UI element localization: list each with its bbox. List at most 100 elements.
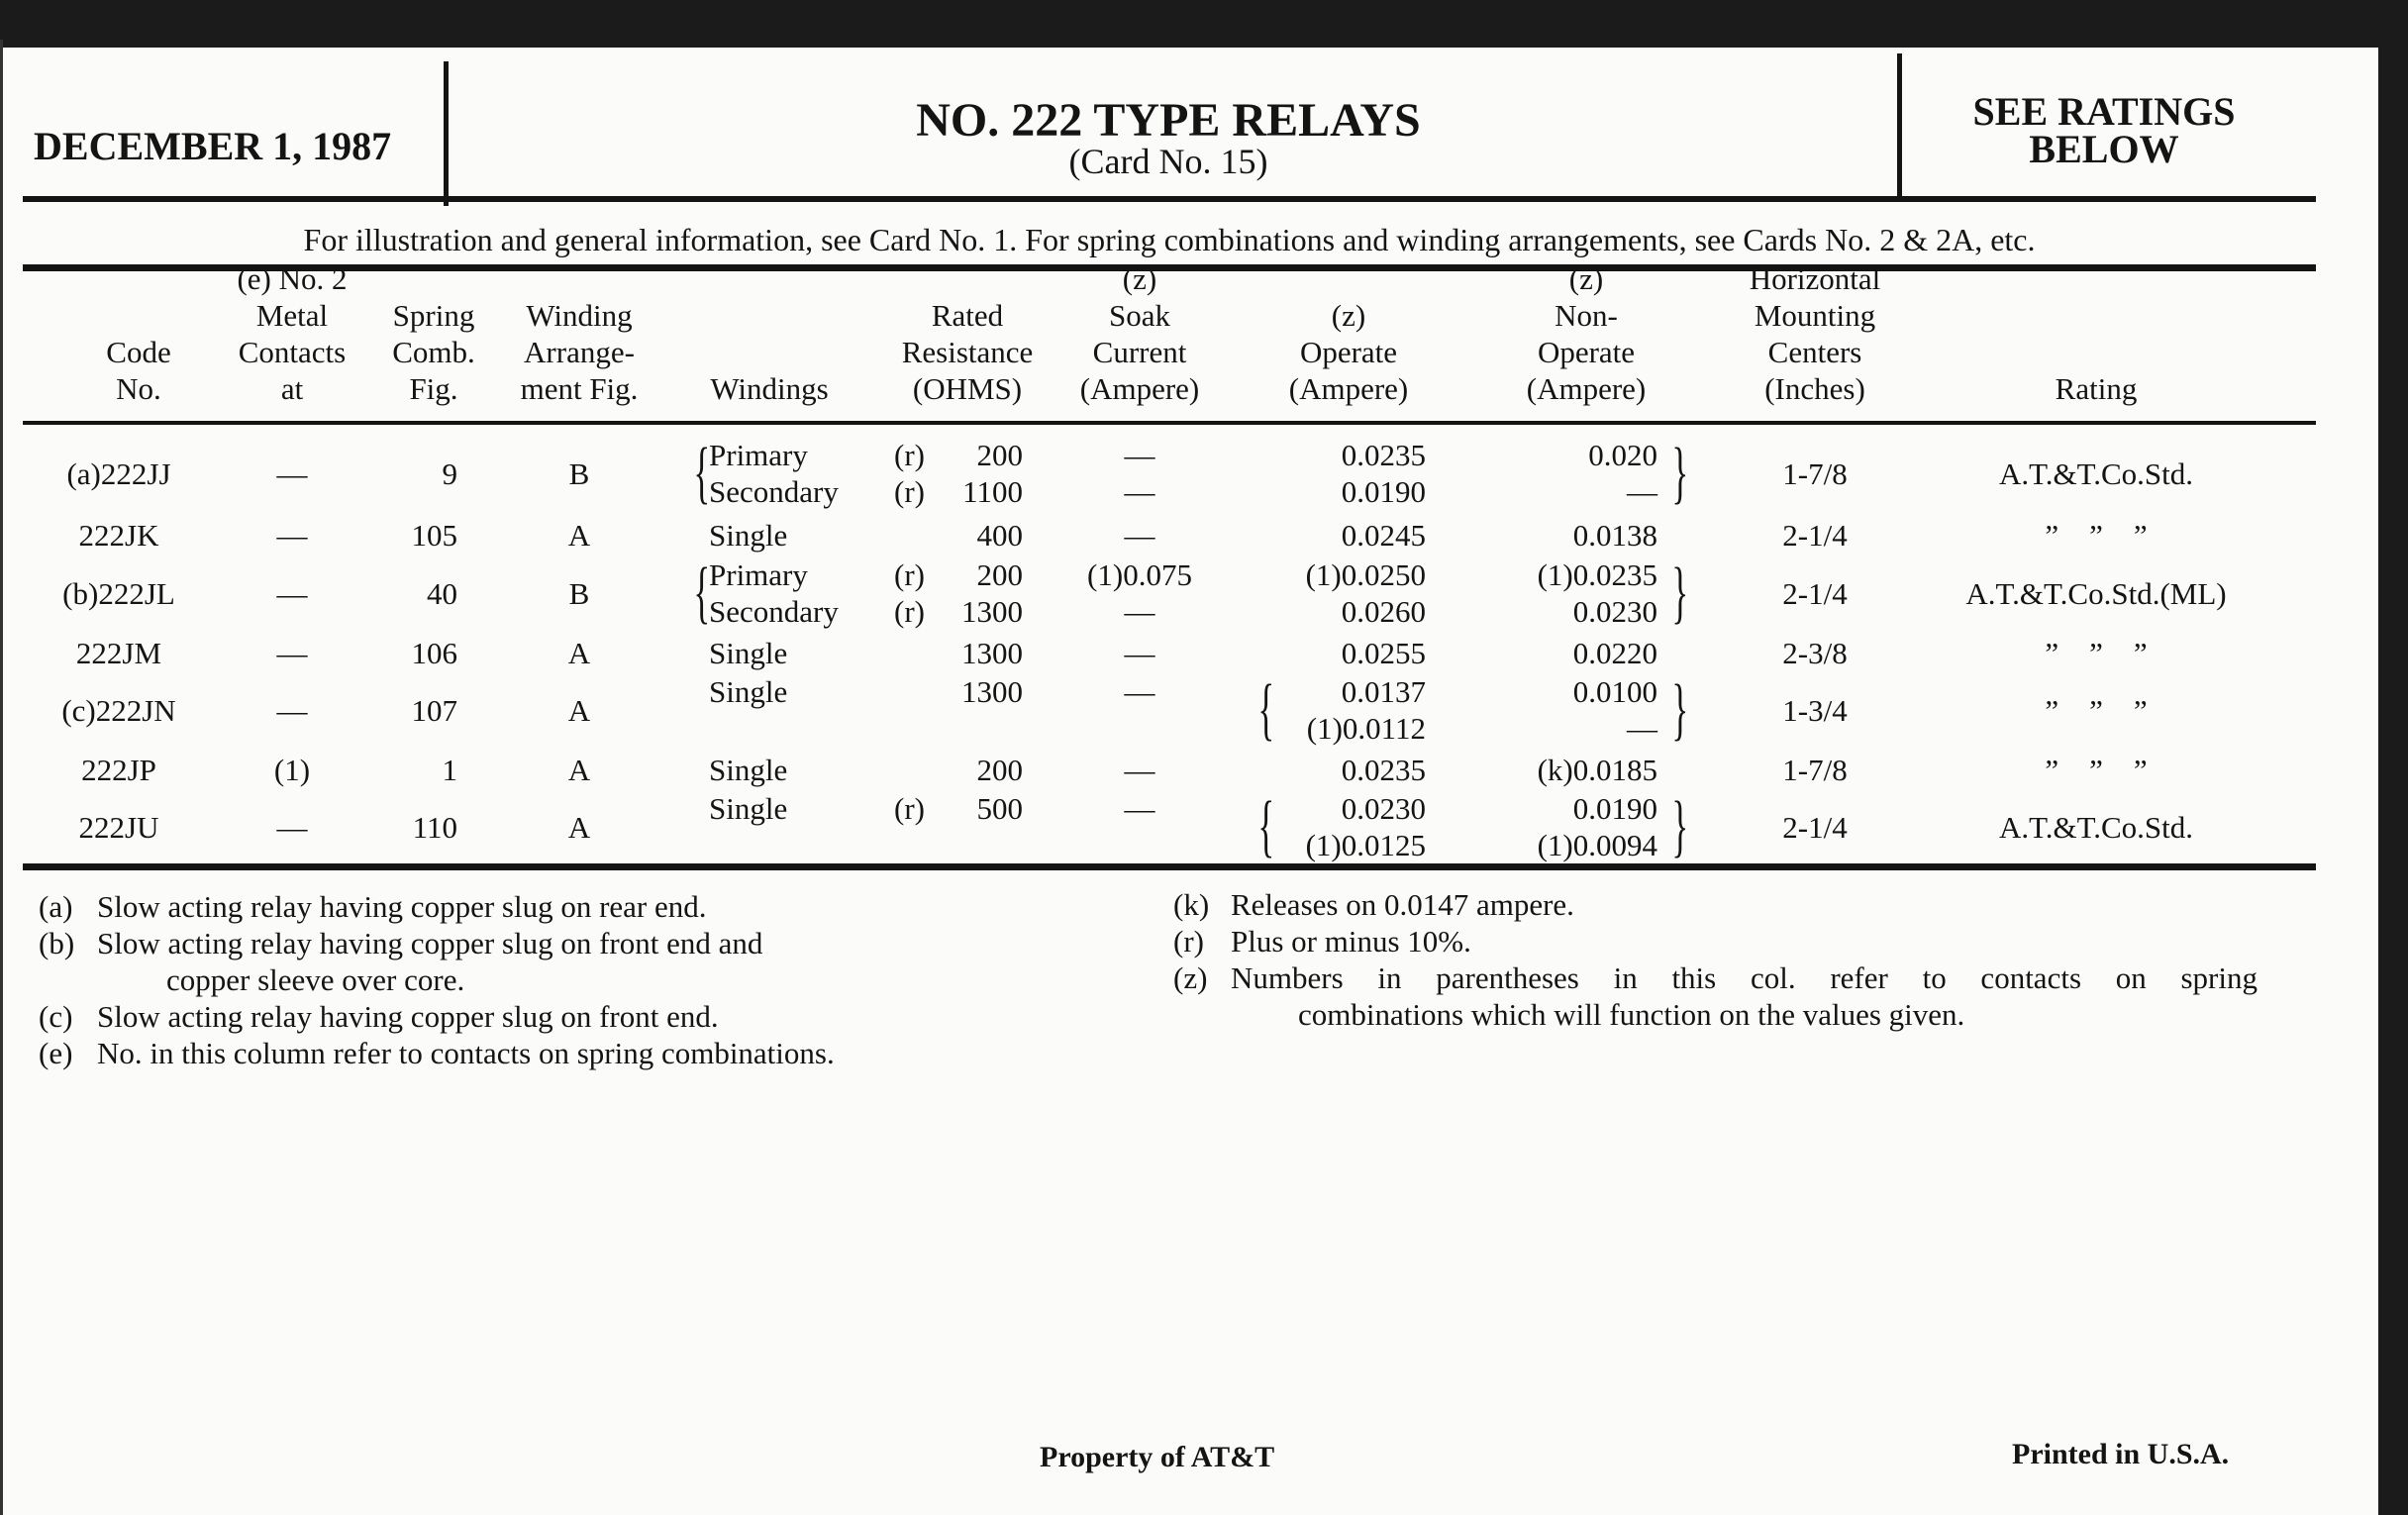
ratings-note: SEE RATINGS BELOW xyxy=(1972,89,2236,171)
column-header-spring: Comb. xyxy=(392,335,475,369)
non-operate-current: 0.0220 xyxy=(1572,636,1657,670)
spring-comb-fig: 1 xyxy=(442,753,458,787)
operate-current: 0.0137 xyxy=(1341,674,1426,709)
code-no: 222JU xyxy=(78,809,159,845)
non-operate-current: 0.0190 xyxy=(1572,791,1657,826)
non-operate-current: 0.0100 xyxy=(1572,674,1657,709)
winding: Primary xyxy=(709,557,808,592)
footnote-text: Plus or minus 10%. xyxy=(1231,924,1471,959)
operate-current: 0.0235 xyxy=(1341,753,1426,787)
winding-arrangement-fig: A xyxy=(567,809,591,845)
non-operate-current: 0.0138 xyxy=(1572,518,1657,553)
winding-arrangement-fig: B xyxy=(568,455,590,491)
card-subtitle: (Card No. 15) xyxy=(1068,142,1268,181)
soak-current: — xyxy=(1124,438,1155,472)
code-no: 222JM xyxy=(75,636,162,670)
operate-current: 0.0230 xyxy=(1341,791,1426,826)
soak-current: — xyxy=(1124,753,1155,787)
code-no: (a)222JJ xyxy=(66,455,171,491)
footnote-mark: (k) xyxy=(1173,887,1210,922)
metal-contacts: — xyxy=(276,455,308,491)
metal-contacts: — xyxy=(276,809,308,845)
operate-current: 0.0260 xyxy=(1341,594,1426,629)
column-header-winding_arr: Winding xyxy=(526,298,633,333)
rating: ” ” ” xyxy=(2045,636,2148,670)
table-bottom-rule xyxy=(23,863,2316,870)
footnote-mark: (c) xyxy=(39,999,73,1034)
column-header-resistance: (OHMS) xyxy=(912,371,1023,406)
rated-resistance: 400 xyxy=(976,518,1024,553)
brace-right: } xyxy=(1671,788,1689,864)
column-header-resistance: Rated xyxy=(931,298,1004,333)
non-operate-current: — xyxy=(1627,474,1657,509)
operate-current: (1)0.0125 xyxy=(1305,828,1426,862)
info-line: For illustration and general information… xyxy=(303,222,2036,257)
brace-right: } xyxy=(1671,671,1689,748)
winding: Single xyxy=(709,518,788,553)
mounting-centers: 1-3/4 xyxy=(1782,692,1848,728)
winding: Single xyxy=(709,791,788,826)
rating: A.T.&T.Co.Std.(ML) xyxy=(1965,575,2227,611)
winding: Single xyxy=(709,636,788,670)
card-date: DECEMBER 1, 1987 xyxy=(34,124,392,168)
footnote-mark: (z) xyxy=(1173,960,1208,995)
column-header-rating: Rating xyxy=(2055,371,2138,406)
brace-left: { xyxy=(1257,788,1275,864)
non-operate-current: 0.0230 xyxy=(1572,594,1657,629)
brace-left: { xyxy=(693,555,711,631)
spring-comb-fig: 110 xyxy=(412,809,457,845)
mounting-centers: 2-1/4 xyxy=(1782,518,1848,553)
rating: ” ” ” xyxy=(2045,518,2148,553)
brace-right: } xyxy=(1671,435,1689,511)
table-header-rule xyxy=(23,421,2316,425)
winding-arrangement-fig: A xyxy=(567,753,591,787)
metal-contacts: — xyxy=(276,575,308,611)
winding-arrangement-fig: A xyxy=(567,692,591,728)
soak-current: (1)0.075 xyxy=(1087,557,1192,592)
column-header-windings: Windings xyxy=(710,371,829,406)
winding-arrangement-fig: A xyxy=(567,636,591,670)
column-header-code: No. xyxy=(116,371,161,406)
footnote-text: Numbers in parentheses in this col. refe… xyxy=(1231,960,2258,995)
mounting-centers: 2-1/4 xyxy=(1782,575,1848,611)
card-title: NO. 222 TYPE RELAYS xyxy=(916,94,1421,147)
column-header-operate: (z) xyxy=(1331,298,1366,333)
soak-current: — xyxy=(1124,636,1155,670)
column-header-metal: Contacts xyxy=(238,335,347,369)
column-header-metal: at xyxy=(280,371,304,406)
resistance-tolerance-mark: (r) xyxy=(894,474,925,509)
non-operate-current: (1)0.0094 xyxy=(1537,828,1657,862)
winding: Single xyxy=(709,753,788,787)
spring-comb-fig: 40 xyxy=(427,575,457,611)
rated-resistance: 1300 xyxy=(961,674,1023,709)
column-header-mounting: Centers xyxy=(1767,335,1862,369)
column-header-winding_arr: ment Fig. xyxy=(520,371,639,406)
column-header-nonoperate: Non- xyxy=(1555,298,1618,333)
operate-current: 0.0245 xyxy=(1341,518,1426,553)
rated-resistance: 200 xyxy=(976,557,1024,592)
footnote-text: Slow acting relay having copper slug on … xyxy=(97,889,707,924)
table-top-rule xyxy=(23,264,2316,271)
column-header-metal: (e) No. 2 xyxy=(237,261,348,296)
winding-arrangement-fig: A xyxy=(567,518,591,553)
column-header-mounting: Mounting xyxy=(1754,298,1876,333)
code-no: (c)222JN xyxy=(61,692,176,728)
scan-border-right xyxy=(2378,0,2408,1515)
operate-current: (1)0.0112 xyxy=(1306,711,1426,746)
rated-resistance: 1100 xyxy=(962,474,1023,509)
column-header-mounting: (Inches) xyxy=(1764,371,1865,406)
winding: Primary xyxy=(709,438,808,472)
soak-current: — xyxy=(1124,791,1155,826)
column-header-soak: Current xyxy=(1092,335,1187,369)
winding-arrangement-fig: B xyxy=(568,575,590,611)
column-header-metal: Metal xyxy=(255,298,329,333)
column-header-soak: (z) xyxy=(1122,261,1157,296)
non-operate-current: (1)0.0235 xyxy=(1537,557,1657,592)
rating: A.T.&T.Co.Std. xyxy=(1998,809,2194,845)
footnote-text: Releases on 0.0147 ampere. xyxy=(1231,887,1574,922)
column-header-spring: Spring xyxy=(392,298,475,333)
operate-current: (1)0.0250 xyxy=(1305,557,1426,592)
spring-comb-fig: 107 xyxy=(411,692,458,728)
card-left-edge xyxy=(0,40,3,1515)
operate-current: 0.0190 xyxy=(1341,474,1426,509)
